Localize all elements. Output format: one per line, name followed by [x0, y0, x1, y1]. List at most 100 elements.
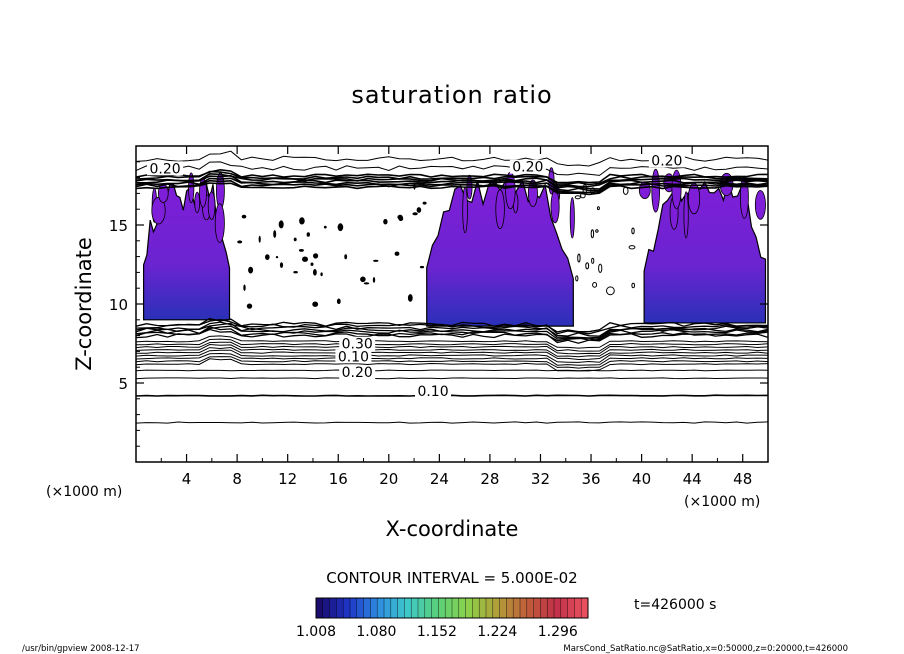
contour-blob [412, 212, 418, 216]
colorbar-cell [533, 598, 541, 618]
colorbar-cell [479, 598, 487, 618]
contour-blob [243, 284, 246, 291]
x-unit-left: (×1000 m) [46, 484, 122, 500]
contour-blob [416, 207, 422, 213]
x-tick-label: 48 [733, 470, 752, 488]
colorbar-tick-label: 1.296 [538, 624, 578, 640]
contour-blob [592, 282, 598, 288]
contour-line [136, 322, 768, 339]
y-tick-label: 5 [118, 375, 128, 393]
x-tick-label: 40 [632, 470, 651, 488]
contour-line [136, 394, 768, 397]
contour-blob [596, 206, 600, 211]
contour-label-bg [147, 161, 184, 176]
colorbar-cell [424, 598, 432, 618]
x-axis-ticks: 4 8 12 16 20 24 28 32 36 40 44 48 [160, 146, 752, 488]
contour-label-bg [339, 365, 376, 380]
contour-blob [373, 259, 379, 262]
contour-label: 0.10 [417, 384, 448, 400]
contour-line [136, 369, 768, 372]
contour-blob [265, 254, 270, 260]
filled-streak [214, 203, 225, 243]
colorbar-cell [404, 598, 412, 618]
contour-blob [306, 232, 310, 237]
x-tick-label: 36 [581, 470, 600, 488]
contour-blob [606, 286, 615, 296]
colorbar-cell [486, 598, 494, 618]
contour-blob [237, 240, 243, 244]
contour-blob [383, 218, 388, 225]
colorbar-cell [581, 598, 589, 618]
x-tick-label: 12 [278, 470, 297, 488]
contour-blob [293, 237, 297, 242]
contour-line [136, 349, 768, 363]
contour-blob [631, 282, 636, 289]
filled-streak [550, 189, 560, 224]
contour-blob [574, 195, 581, 200]
contour-blob [598, 263, 603, 273]
contour-blob [590, 229, 595, 239]
x-tick-label: 44 [683, 470, 702, 488]
colorbar-cell [452, 598, 460, 618]
filled-streak [651, 168, 660, 213]
x-tick-label: 16 [329, 470, 348, 488]
contour-line [136, 346, 768, 361]
colorbar-cell [560, 598, 568, 618]
colorbar-cell [492, 598, 500, 618]
contour-label-bg [648, 153, 685, 168]
colorbar-cell [526, 598, 534, 618]
contour-line [136, 341, 768, 355]
contour-blob [313, 269, 317, 276]
x-tick-label: 8 [232, 470, 242, 488]
contour-blob [595, 229, 599, 233]
contour-blob [363, 282, 370, 285]
colorbar-tick-label: 1.152 [417, 624, 457, 640]
contour-blob [575, 275, 579, 282]
colorbar-cell [472, 598, 480, 618]
plot-area [136, 150, 768, 424]
colorbar-cell [397, 598, 405, 618]
contour-blob [298, 249, 304, 252]
x-unit-right: (×1000 m) [684, 494, 760, 510]
colorbar-cell [554, 598, 562, 618]
colorbar-cell [431, 598, 439, 618]
contour-blob [279, 262, 284, 268]
time-label: t=426000 s [634, 597, 716, 613]
contour-line [136, 326, 768, 342]
contour-blob [323, 225, 327, 229]
contour-label-bg [415, 384, 452, 399]
contour-blob [577, 253, 581, 263]
colorbar-cell [336, 598, 344, 618]
contour-line [136, 317, 768, 333]
colorbar-cell [547, 598, 555, 618]
contour-lines [136, 150, 768, 424]
colorbar-cell [411, 598, 419, 618]
colorbar-cell [540, 598, 548, 618]
contour-line [136, 421, 768, 424]
contour-line [136, 335, 768, 349]
colorbar-tick-label: 1.224 [477, 624, 517, 640]
contour-line [136, 343, 768, 358]
colorbar-cell [316, 598, 324, 618]
colorbar-cell [499, 598, 507, 618]
x-tick-label: 4 [182, 470, 192, 488]
contour-line [136, 179, 768, 194]
contour-blob [344, 254, 348, 260]
contour-blob [397, 214, 403, 220]
contour-blob [372, 277, 376, 283]
contour-blob [312, 301, 319, 307]
colorbar-cell [322, 598, 330, 618]
y-tick-label: 15 [109, 217, 128, 235]
contour-line [136, 174, 768, 190]
colorbar-cell [520, 598, 528, 618]
filled-streak [683, 191, 689, 239]
colorbar-cell [458, 598, 466, 618]
contour-label: 0.20 [651, 153, 682, 169]
x-tick-label: 20 [379, 470, 398, 488]
contour-blob [299, 217, 305, 225]
contour-line [136, 338, 768, 352]
contour-blob [422, 201, 427, 205]
colorbar-cell [384, 598, 392, 618]
contour-label: 0.20 [149, 161, 180, 177]
